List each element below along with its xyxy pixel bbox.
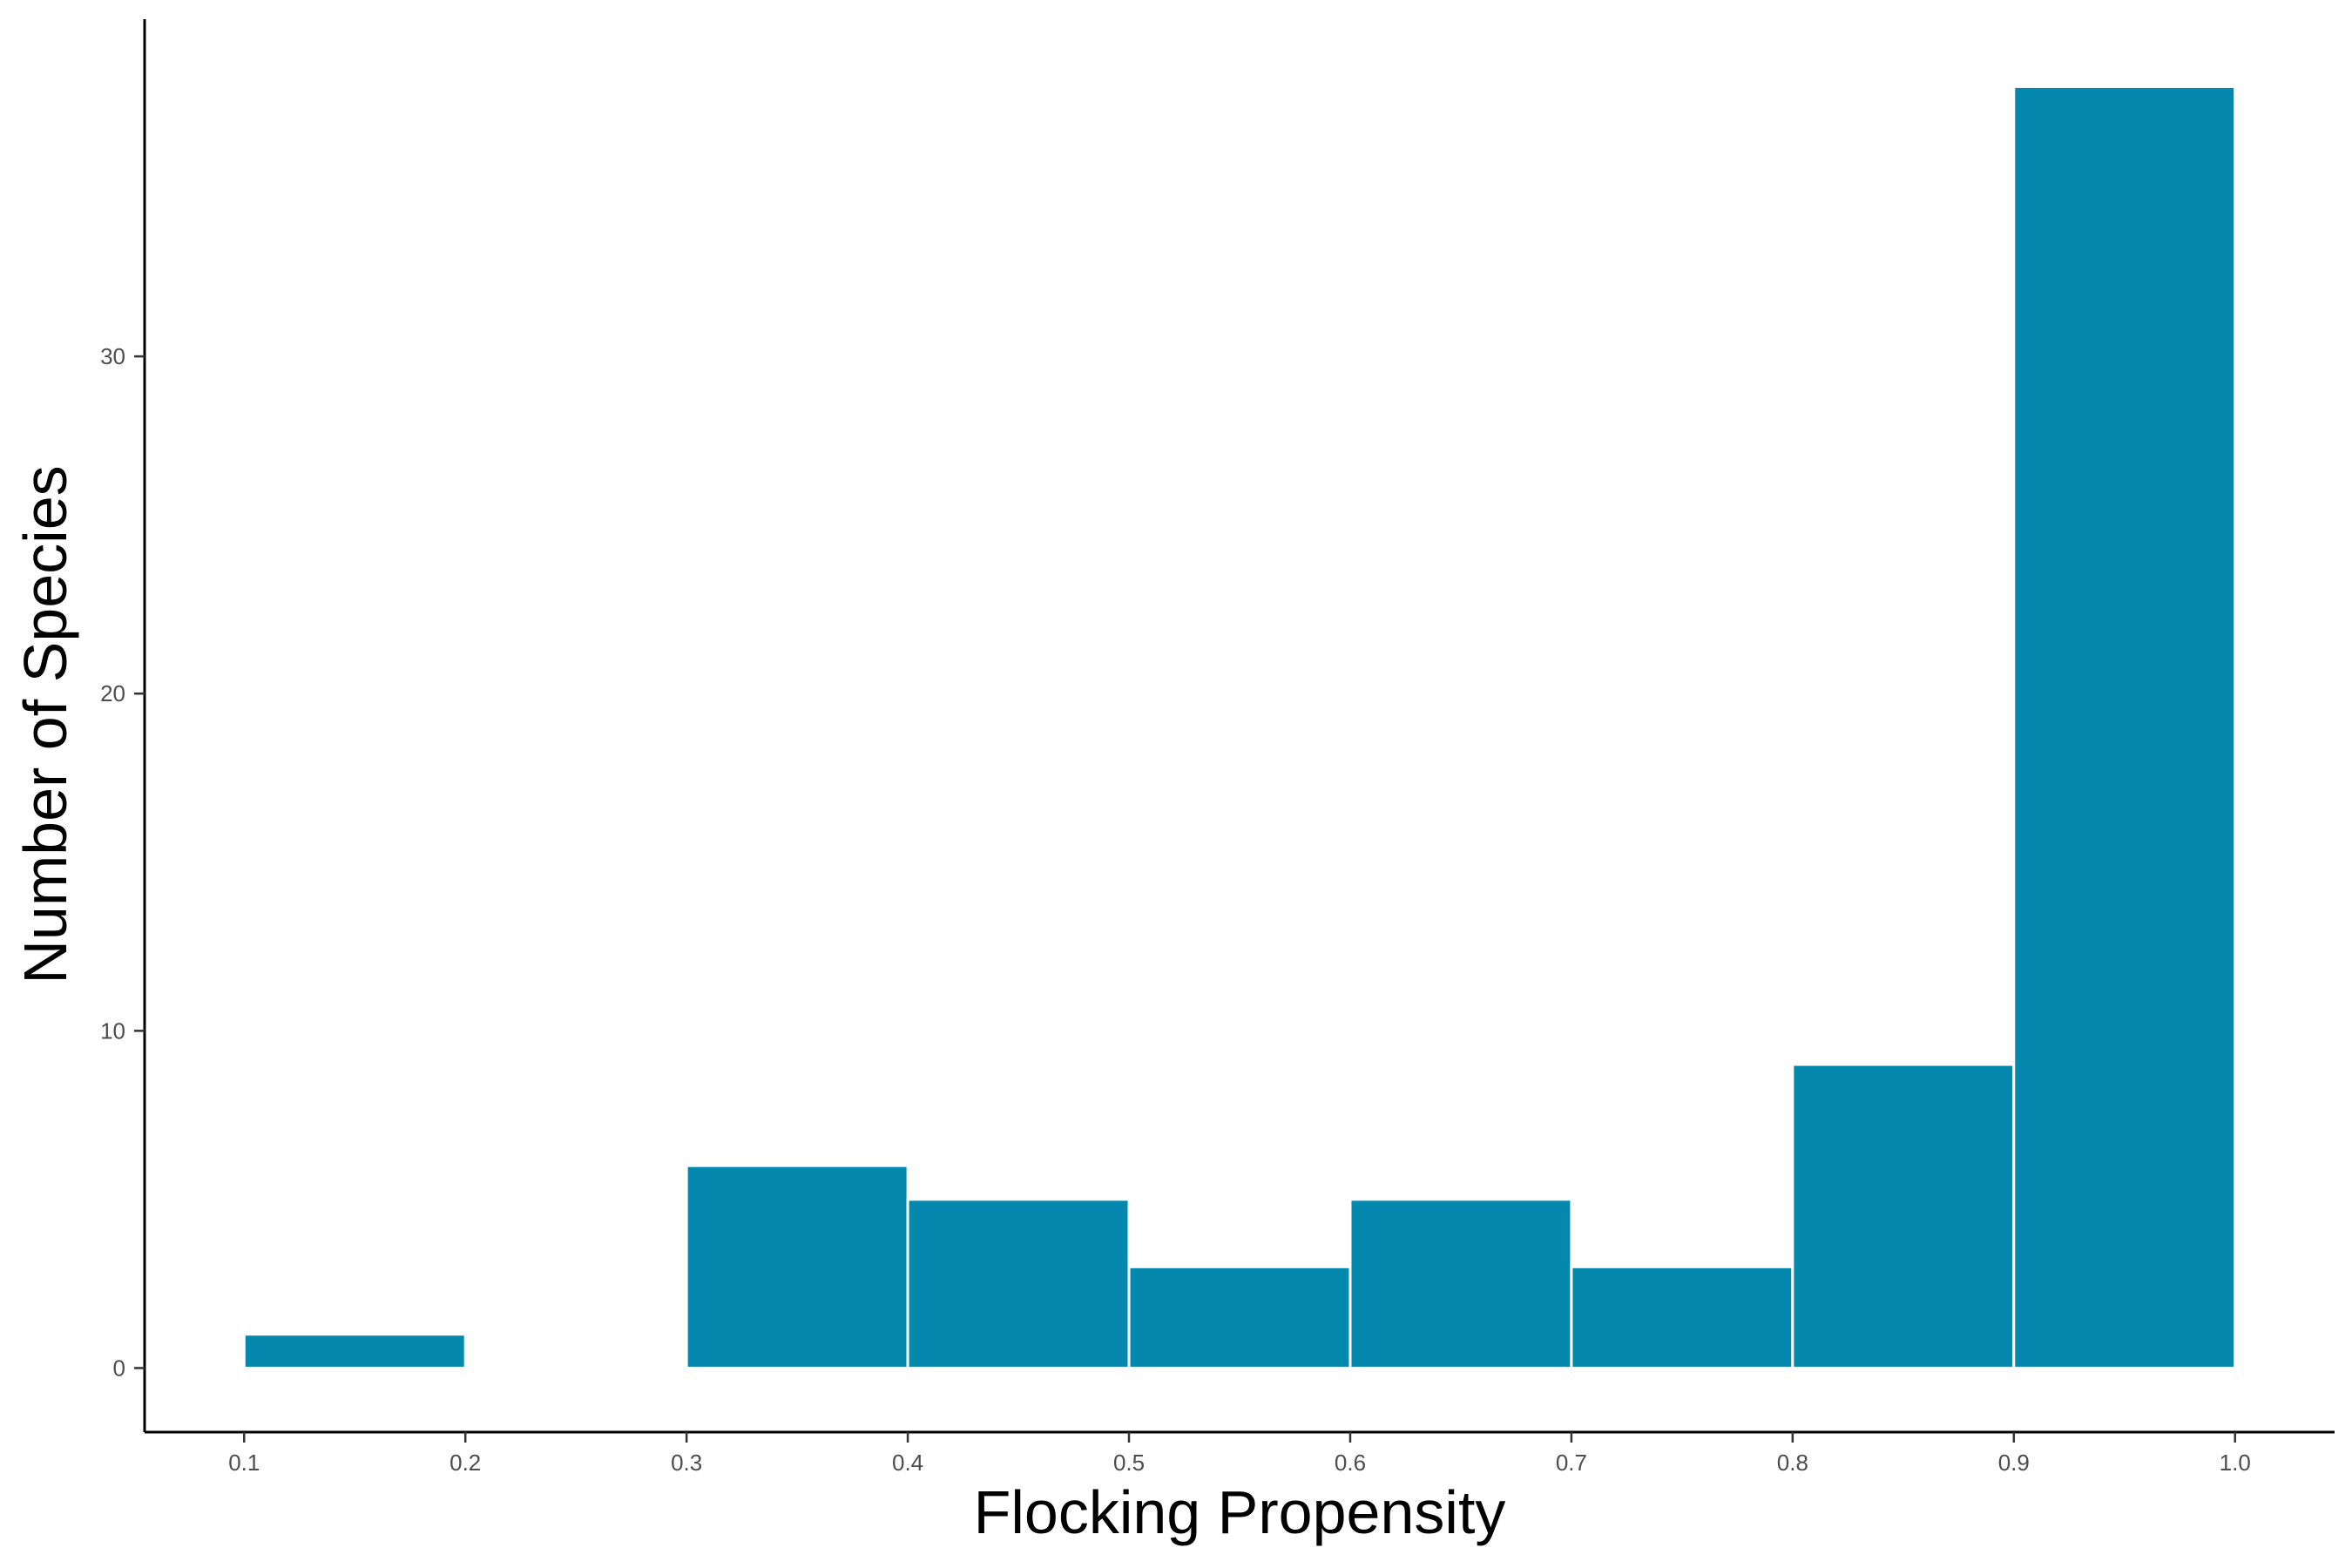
x-tick-label: 0.6 bbox=[1335, 1450, 1366, 1476]
x-tick-label: 0.8 bbox=[1777, 1450, 1808, 1476]
x-tick-label: 0.4 bbox=[892, 1450, 923, 1476]
histogram-bar bbox=[685, 1164, 909, 1369]
x-tick-label: 0.2 bbox=[449, 1450, 481, 1476]
histogram-bar bbox=[1791, 1063, 2016, 1369]
x-tick-label: 0.7 bbox=[1556, 1450, 1587, 1476]
x-tick-label: 0.5 bbox=[1113, 1450, 1145, 1476]
x-tick-label: 0.9 bbox=[1998, 1450, 2030, 1476]
histogram-bar bbox=[1570, 1265, 1794, 1369]
y-ticks-group: 0 10 20 30 bbox=[100, 343, 145, 1381]
x-tick-label: 0.3 bbox=[671, 1450, 702, 1476]
y-axis-title: Number of Species bbox=[11, 465, 79, 983]
y-tick-label: 30 bbox=[100, 343, 125, 369]
histogram-bar bbox=[906, 1198, 1131, 1369]
axes-group bbox=[143, 19, 2335, 1434]
y-tick-label: 20 bbox=[100, 680, 125, 706]
y-tick-label: 0 bbox=[113, 1355, 125, 1381]
histogram-bar bbox=[1348, 1198, 1573, 1369]
x-axis-title: Flocking Propensity bbox=[974, 1478, 1506, 1546]
y-tick-label: 10 bbox=[100, 1017, 125, 1044]
x-tick-label: 0.1 bbox=[228, 1450, 260, 1476]
histogram-bar bbox=[1127, 1265, 1352, 1369]
histogram-bar bbox=[2012, 84, 2237, 1369]
bars-group bbox=[242, 84, 2237, 1369]
x-ticks-group: 0.1 0.2 0.3 0.4 0.5 0.6 0.7 0.8 0.9 1.0 bbox=[228, 1432, 2251, 1476]
x-tick-label: 1.0 bbox=[2220, 1450, 2251, 1476]
histogram-bar bbox=[242, 1333, 467, 1369]
